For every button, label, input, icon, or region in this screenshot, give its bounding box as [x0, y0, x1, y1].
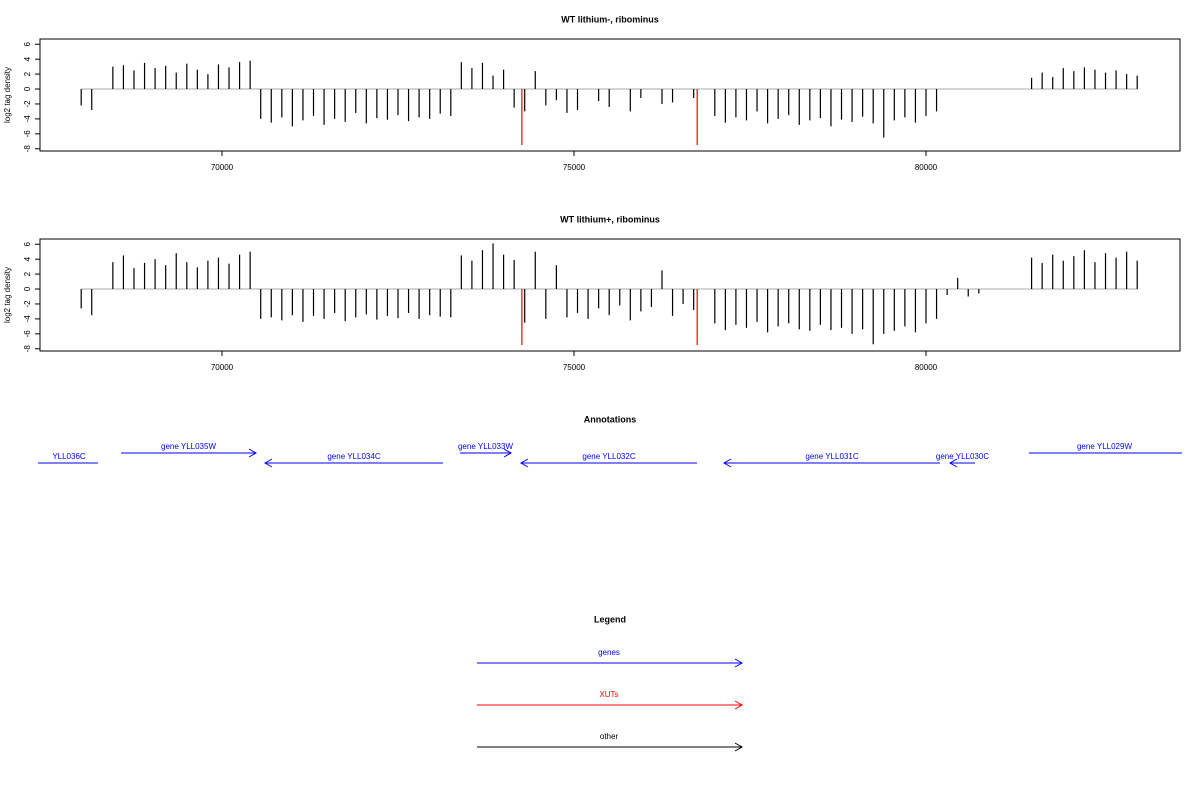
gene-arrowhead: [503, 448, 512, 458]
x-tick-label: 80000: [915, 163, 938, 172]
y-tick-label: -6: [23, 130, 32, 138]
gene-arrowhead: [248, 448, 257, 458]
x-tick-label: 80000: [915, 363, 938, 372]
gene-arrowhead: [519, 458, 529, 468]
legend-title: Legend: [594, 614, 626, 624]
annotation-track: [0, 448, 1200, 468]
y-tick-label: -4: [23, 115, 32, 123]
x-tick-label: 75000: [563, 363, 586, 372]
gene-label: gene YLL033W: [458, 442, 513, 451]
y-tick-label: -2: [23, 100, 32, 108]
y-tick-label: 0: [23, 286, 32, 291]
gene-arrowhead: [948, 458, 958, 468]
legend-arrowhead: [734, 658, 744, 668]
y-axis-label: log2 tag density: [3, 67, 12, 123]
gene-arrowhead: [723, 458, 732, 468]
plot-frame: [39, 238, 1181, 352]
y-tick-label: 4: [23, 56, 32, 61]
y-tick-label: 4: [23, 256, 32, 261]
gene-label: gene YLL034C: [327, 452, 380, 461]
y-tick-label: 6: [23, 41, 32, 46]
y-tick-label: 6: [23, 241, 32, 246]
y-tick-label: -2: [23, 300, 32, 308]
legend-arrowhead: [734, 742, 744, 752]
gene-label: YLL036C: [52, 452, 86, 461]
gene-label: gene YLL031C: [805, 452, 858, 461]
y-axis-label: log2 tag density: [3, 267, 12, 323]
y-tick-label: 2: [23, 71, 32, 76]
x-tick-label: 75000: [563, 163, 586, 172]
gene-label: gene YLL032C: [582, 452, 635, 461]
y-tick-label: 0: [23, 86, 32, 91]
legend-arrowhead: [734, 700, 744, 710]
chart-title: WT lithium+, ribominus: [560, 214, 660, 224]
gene-arrowhead: [263, 458, 273, 468]
gene-label: gene YLL035W: [161, 442, 216, 451]
gene-label: gene YLL030C: [936, 452, 989, 461]
chart-title: WT lithium-, ribominus: [561, 14, 659, 24]
y-tick-label: -8: [23, 145, 32, 153]
gene-arrowhead: [1194, 449, 1200, 457]
y-tick-label: -8: [23, 345, 32, 353]
legend-label: other: [600, 732, 619, 741]
y-tick-label: 2: [23, 271, 32, 276]
x-tick-label: 70000: [211, 163, 234, 172]
x-tick-label: 70000: [211, 363, 234, 372]
legend-label: XUTs: [599, 690, 618, 699]
gene-arrowhead: [0, 459, 4, 467]
y-tick-label: -4: [23, 315, 32, 323]
y-tick-label: -6: [23, 330, 32, 338]
chart-title: Annotations: [584, 414, 637, 424]
plot-frame: [39, 38, 1181, 152]
gene-label: gene YLL029W: [1077, 442, 1132, 451]
legend-label: genes: [598, 648, 620, 657]
